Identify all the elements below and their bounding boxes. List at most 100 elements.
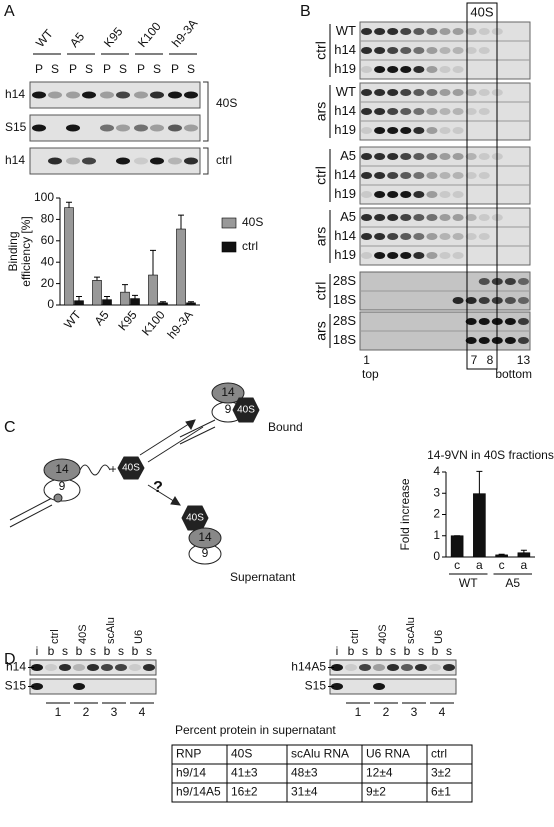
ribosome-label: 40S xyxy=(237,405,255,416)
ribosome xyxy=(232,397,260,423)
gel-band xyxy=(345,664,357,671)
rna-strand xyxy=(9,497,53,521)
x-tick-label: c xyxy=(454,558,460,572)
x-tick-label: a xyxy=(521,558,528,572)
bracket-label: ctrl xyxy=(216,153,232,167)
gel-band xyxy=(517,318,529,325)
gel-band xyxy=(374,28,386,35)
bracket xyxy=(203,147,209,175)
gel-band xyxy=(452,252,464,259)
gel-band xyxy=(32,91,46,99)
gel-band xyxy=(426,127,438,134)
bar xyxy=(450,535,464,558)
error-bar xyxy=(160,301,166,303)
bar xyxy=(158,302,168,306)
fraction-box xyxy=(466,2,498,370)
condition-label: ctrl xyxy=(313,41,329,60)
gel-band xyxy=(361,28,373,35)
lane-header: U6 xyxy=(133,630,145,644)
column-label: b xyxy=(104,644,111,658)
panel-letter: B xyxy=(300,3,311,20)
gel-band xyxy=(452,66,464,73)
gel-band xyxy=(426,233,438,240)
gel-band xyxy=(73,664,85,671)
row-label: h14 xyxy=(5,153,25,167)
row-label: 28S xyxy=(333,273,356,288)
gel-band xyxy=(504,318,516,325)
row-label: S15 xyxy=(305,679,327,693)
gel-band xyxy=(361,172,373,179)
panel-c-diagram: C 14 9 + 40S ? 14 9 40S Bound 40S 14 9 S… xyxy=(4,382,303,584)
arrow xyxy=(147,426,204,463)
gel-band xyxy=(439,233,451,240)
gel-band xyxy=(66,124,80,132)
bar xyxy=(517,552,531,558)
end-label: bottom xyxy=(495,367,532,381)
table-cell xyxy=(426,782,473,803)
rna-strand xyxy=(9,504,53,528)
gel-band xyxy=(413,28,425,35)
table-text: h9/14A5 xyxy=(176,785,221,799)
gel-band xyxy=(465,318,477,325)
lane-number: 4 xyxy=(139,705,146,719)
y-axis-label: efficiency [%] xyxy=(19,216,33,286)
gel-band xyxy=(331,664,343,671)
gel-band xyxy=(387,664,399,671)
lane-header: scAlu xyxy=(405,617,417,644)
gel-band xyxy=(387,252,399,259)
gel-band xyxy=(400,252,412,259)
fraction-number: 1 xyxy=(363,353,370,367)
gel-band xyxy=(443,664,455,671)
arrowhead xyxy=(185,419,196,431)
ribosome xyxy=(117,456,145,480)
error-bar xyxy=(476,470,483,494)
lane-number: 4 xyxy=(439,705,446,719)
row-label: A5 xyxy=(340,148,356,163)
gel-band xyxy=(400,153,412,160)
gel-band xyxy=(478,297,490,304)
gel-band xyxy=(32,124,46,132)
gel-band xyxy=(452,191,464,198)
lane-number: 3 xyxy=(411,705,418,719)
gel-band xyxy=(401,664,413,671)
row-label: 18S xyxy=(333,332,356,347)
y-axis-label: Fold increase xyxy=(398,478,412,550)
y-tick-label: 0 xyxy=(433,549,440,563)
table-text: 48±3 xyxy=(291,766,318,780)
y-tick-label: 100 xyxy=(34,190,54,204)
gel-band xyxy=(361,214,373,221)
lane-header: A5 xyxy=(67,29,87,49)
table-text: 6±1 xyxy=(431,785,451,799)
gel-band xyxy=(143,664,155,671)
protein-14 xyxy=(211,382,245,404)
gel-band xyxy=(374,89,386,96)
gel-band xyxy=(374,233,386,240)
row-label: h19 xyxy=(334,247,356,262)
column-label: s xyxy=(118,644,124,658)
gel-band xyxy=(31,683,43,690)
gel-band xyxy=(374,252,386,259)
condition-label: ars xyxy=(313,321,329,340)
column-label: s xyxy=(146,644,152,658)
gel-band xyxy=(439,108,451,115)
gel-band xyxy=(168,124,182,132)
protein-label: 9 xyxy=(59,479,66,493)
gel-band xyxy=(331,683,343,690)
row-label: h14 xyxy=(6,660,26,674)
gel-band xyxy=(45,664,57,671)
gel-band xyxy=(100,124,114,132)
gel-band xyxy=(168,91,182,99)
gel-band xyxy=(465,214,477,221)
lane-header: WT xyxy=(33,26,56,50)
protein-label: 9 xyxy=(202,546,209,560)
gel-band xyxy=(387,66,399,73)
gel-band xyxy=(387,89,399,96)
column-label: b xyxy=(132,644,139,658)
gel-band xyxy=(465,153,477,160)
gel-band xyxy=(452,214,464,221)
gel-band xyxy=(478,318,490,325)
gel-band xyxy=(73,683,85,690)
gel-band xyxy=(504,337,516,344)
column-label: s xyxy=(418,644,424,658)
